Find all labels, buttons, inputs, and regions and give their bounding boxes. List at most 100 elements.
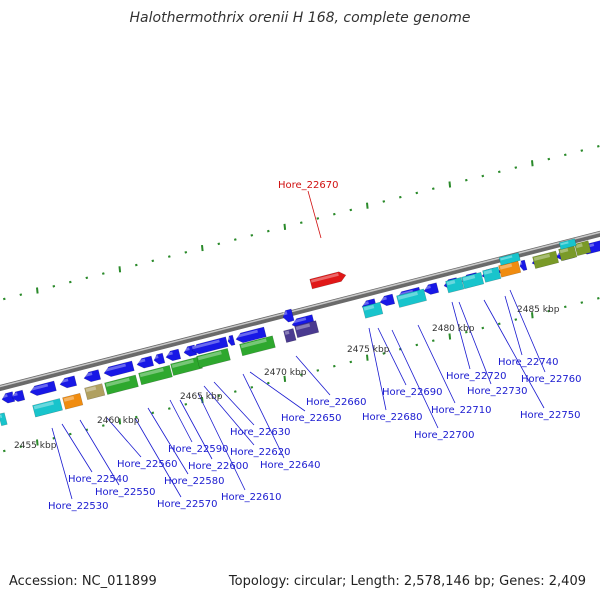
gene-box-shine [560,241,569,246]
gene-box-body [0,412,8,427]
gene-box-body [104,374,139,395]
gene-arrow [59,375,78,389]
scale-tick-upper [217,242,221,246]
gene-leader-line [106,417,142,458]
scale-label: 2460 kbp [97,416,140,426]
gene-arrow [1,391,16,404]
gene-arrow-shine [227,336,231,340]
scale-tick-upper [52,284,56,288]
gene-box [498,260,522,278]
gene-arrow-body [165,348,182,362]
gene-arrow-shine [11,392,18,397]
gene-label: Hore_22620 [230,447,291,458]
gene-box-shine [533,253,551,261]
gene-label: Hore_22530 [48,501,109,512]
gene-box-body [283,328,297,343]
gene-box-shine [33,401,54,410]
scale-tick-upper [547,157,551,161]
gene-box-shine [462,274,476,282]
gene-label: Hore_22600 [188,461,249,472]
scale-label: 2480 kbp [432,324,475,334]
gene-arrow [29,380,57,396]
gene-box [170,356,203,376]
scale-tick-lower [481,326,485,330]
genome-stats-text: Topology: circular; Length: 2,578,146 bp… [228,574,586,589]
gene-label: Hore_22570 [157,499,218,510]
gene-box-body [532,250,560,269]
scale-tick-upper [366,202,369,209]
gene-box [396,288,427,308]
gene-arrow [227,334,236,346]
scale-tick-lower [531,312,534,319]
gene-box-body [396,288,427,308]
scale-tick-upper [85,276,89,280]
gene-label: Hore_22580 [164,476,225,487]
gene-leader-line [391,329,439,429]
gene-box-body [498,252,521,266]
gene-arrow [165,348,182,362]
gene-leader-line [169,399,193,443]
gene-arrow-body [29,380,57,396]
highlight-gene-arrow [309,271,347,290]
gene-box-shine [575,243,583,249]
scale-tick-upper [596,144,600,148]
scale-tick-upper [151,259,155,263]
scale-tick-lower [250,386,254,389]
gene-arrow-shine [1,394,8,399]
gene-arrow-body [379,293,396,307]
gene-arrow-shine [291,317,307,324]
gene-box-body [574,240,592,257]
gene-box-shine [483,269,493,275]
scale-tick-lower [85,428,89,432]
gene-box-shine [363,304,375,311]
gene-label: Hore_22650 [281,413,342,424]
gene-arrow-shine [153,355,159,360]
gene-arrow-body [191,336,229,355]
gene-leader-line [509,289,546,373]
gene-arrow-body [153,352,166,365]
gene-arrow [103,360,135,377]
gene-box-body [445,277,465,294]
gene-box [138,364,173,386]
scale-tick-lower [349,360,353,364]
gene-leader-line [242,373,285,459]
scale-label: 2475 kbp [347,345,390,355]
gene-leader-line [295,355,331,396]
gene-leader-line [451,301,471,370]
gene-leader-line [203,385,255,446]
gene-label: Hore_22640 [260,460,321,471]
gene-box [574,240,592,257]
gene-arrow-shine [235,329,258,338]
gene-arrow [83,369,102,383]
gene-label: Hore_22590 [168,444,229,455]
gene-leader-line [483,299,545,409]
gene-arrow-shine [165,351,173,356]
scale-tick-lower [134,415,138,419]
gene-arrow-shine [379,296,387,301]
gene-box-body [138,364,173,386]
gene-leader-line [179,399,213,460]
gene-arrow [423,282,440,295]
scale-tick-upper [201,244,204,252]
scale-tick-lower [547,309,551,313]
gene-arrow-body [136,355,155,369]
gene-arrow-shine [423,285,431,290]
gene-arrow [379,293,396,307]
gene-arrow [136,355,155,369]
gene-arrow-shine [103,363,126,372]
gene-arrow [153,352,166,365]
scale-tick-lower [233,390,237,393]
gene-arrow [519,259,528,271]
scale-tick-upper [184,251,188,254]
gene-box-shine [139,367,164,378]
scale-tick-lower [514,318,518,321]
gene-box [62,392,84,410]
scale-tick-upper [415,191,419,195]
scale-tick-upper [316,217,320,220]
scale-tick-upper [283,223,287,230]
scale-tick-lower [464,330,468,334]
scale-tick-lower [431,339,435,343]
scale-tick-lower [497,322,501,326]
scale-tick-lower [580,301,584,304]
